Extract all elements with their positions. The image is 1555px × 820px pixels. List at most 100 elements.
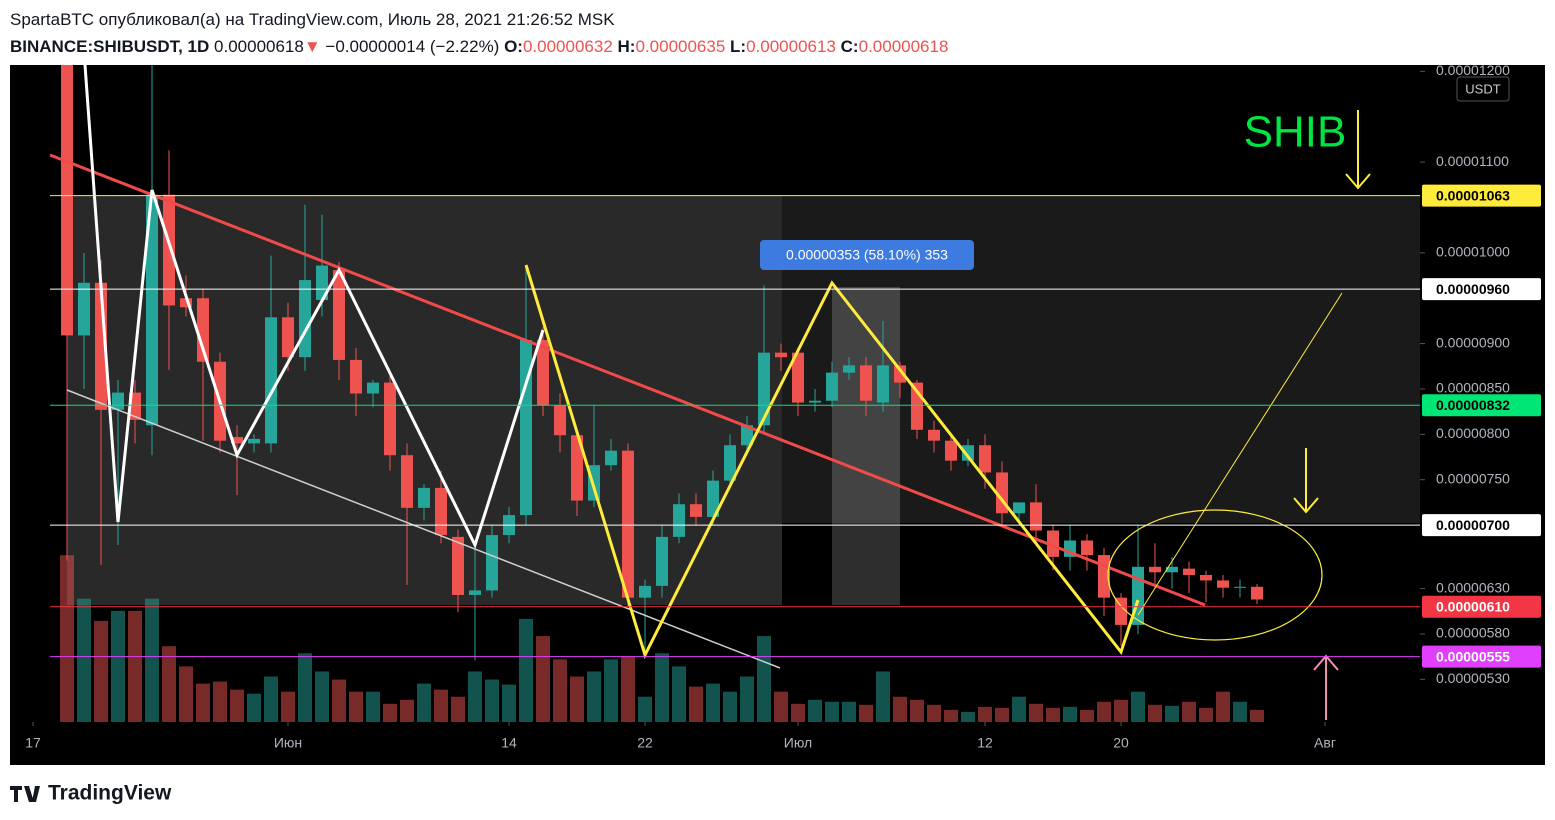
candle-body — [1047, 530, 1059, 557]
volume-bar — [1165, 705, 1179, 722]
volume-bar — [1250, 709, 1264, 722]
volume-bar — [621, 656, 635, 722]
x-tick-label: 22 — [637, 735, 653, 751]
logo-icon — [10, 786, 40, 802]
volume-bar — [1029, 703, 1043, 722]
y-tick-label: 0.00001200 — [1436, 62, 1510, 78]
logo — [10, 786, 40, 802]
volume-bar — [1097, 701, 1111, 722]
volume-bar — [162, 646, 176, 722]
measure-box — [832, 287, 900, 605]
volume-bar — [94, 620, 108, 722]
candle-body — [316, 265, 328, 301]
trendline — [49, 153, 1206, 607]
high: 0.00000635 — [635, 37, 726, 56]
volume-bar — [298, 653, 312, 722]
candle-body — [299, 280, 311, 358]
candle-body — [1149, 566, 1161, 573]
volume-bar — [1012, 696, 1026, 722]
candle-body — [775, 352, 787, 358]
candle-body — [197, 298, 209, 362]
candle-body — [384, 382, 396, 456]
volume-bar — [791, 703, 805, 722]
symbol: BINANCE:SHIBUSDT, 1D — [10, 37, 210, 56]
x-tick-label: 20 — [1113, 735, 1129, 751]
candle-body — [265, 317, 277, 444]
volume-bar — [247, 693, 261, 722]
candle-body — [435, 487, 447, 536]
x-tick-label: Июн — [274, 735, 302, 751]
candle-body — [860, 365, 872, 401]
candle-body — [945, 440, 957, 461]
candle-body — [741, 425, 753, 446]
range-box — [67, 195, 782, 605]
volume-bar — [383, 703, 397, 722]
volume-bar — [1199, 707, 1213, 722]
volume-bar — [332, 679, 346, 722]
price-badge-label: 0.00000832 — [1436, 397, 1510, 413]
candle-body — [962, 445, 974, 461]
candle-body — [928, 429, 940, 441]
volume-bar — [145, 598, 159, 722]
zigzag — [83, 65, 545, 550]
candle-body — [1234, 586, 1246, 588]
y-tick-label: 0.00000630 — [1436, 579, 1510, 595]
arrow — [1313, 654, 1339, 720]
volume-bar — [485, 679, 499, 722]
candle-body — [78, 282, 90, 336]
candle-body — [707, 480, 719, 517]
volume-bar — [1182, 701, 1196, 722]
volume-bar — [417, 683, 431, 722]
price-badge-label: 0.00000700 — [1436, 517, 1510, 533]
candle-body — [1030, 502, 1042, 531]
open: 0.00000632 — [522, 37, 613, 56]
volume-bar — [774, 691, 788, 722]
candle-body — [1251, 586, 1263, 600]
volume-bar — [400, 699, 414, 722]
candle-body — [605, 450, 617, 466]
candle-body — [1200, 574, 1212, 581]
currency-box — [1456, 76, 1510, 102]
candle-body — [758, 352, 770, 426]
volume-bar — [434, 689, 448, 722]
volume-bar — [1216, 691, 1230, 722]
candle-body — [1166, 566, 1178, 573]
candle-body — [877, 365, 889, 403]
drawings — [49, 65, 1371, 720]
x-tick-label: 12 — [977, 735, 993, 751]
volume-bar — [230, 689, 244, 722]
volume-bar — [876, 671, 890, 722]
volume-bar — [587, 671, 601, 722]
candle-body — [571, 435, 583, 501]
candle-body — [1013, 502, 1025, 514]
candle-body — [894, 365, 906, 383]
candle-body — [554, 405, 566, 436]
volume-bar — [77, 598, 91, 722]
candle-body — [367, 382, 379, 394]
volume-bar — [706, 683, 720, 722]
l-label: L: — [730, 37, 747, 56]
price-badge — [1422, 645, 1541, 668]
volume-bar — [349, 691, 363, 722]
candle-body — [282, 317, 294, 358]
y-tick-label: 0.00000580 — [1436, 625, 1510, 641]
volume-bar — [1063, 706, 1077, 722]
highlight — [1107, 509, 1323, 641]
volume-bar — [808, 699, 822, 722]
c-label: C: — [840, 37, 859, 56]
volume-bar — [519, 618, 533, 722]
plot — [67, 195, 1420, 605]
candle-body — [401, 455, 413, 508]
header: SpartaBTC опубликовал(а) на TradingView.… — [10, 6, 948, 60]
candle-body — [843, 365, 855, 373]
volume-bar — [655, 653, 669, 722]
candle-body — [146, 194, 158, 426]
volume-bar — [196, 683, 210, 722]
candle-body — [469, 590, 481, 595]
o-label: O: — [504, 37, 523, 56]
y-tick-label: 0.00000850 — [1436, 380, 1510, 396]
volume-bar — [451, 696, 465, 722]
arrow — [1293, 448, 1319, 514]
